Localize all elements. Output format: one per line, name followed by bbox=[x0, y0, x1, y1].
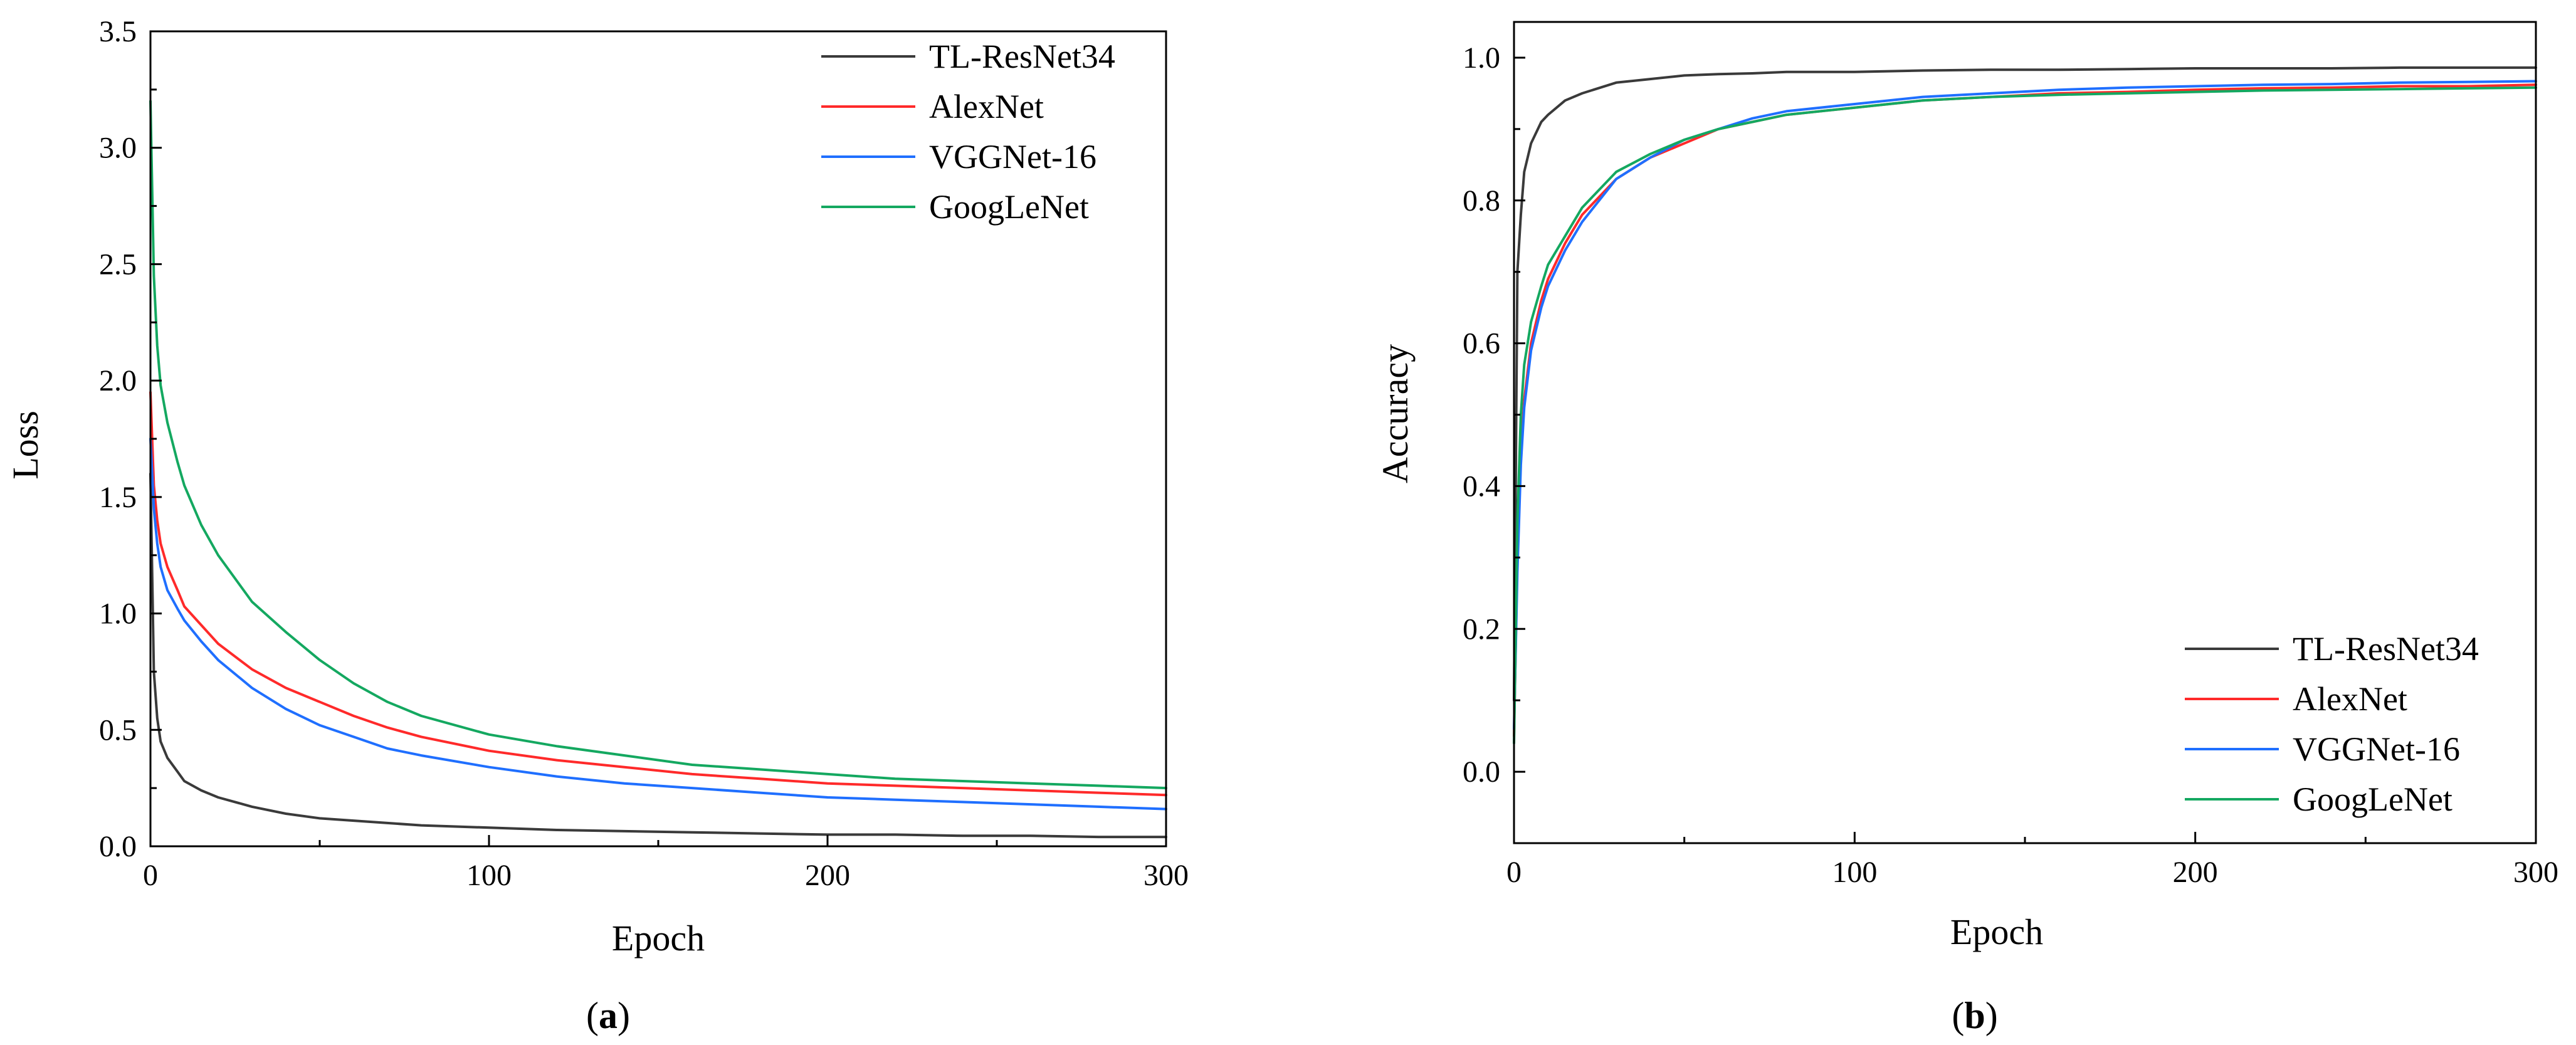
panel-b-label: (b) bbox=[1952, 995, 1997, 1036]
panel-a-line-alexnet bbox=[149, 391, 1167, 797]
panel-b-label-open-paren: ( bbox=[1952, 995, 1964, 1036]
panel-a-y-tick-label: 1.0 bbox=[99, 597, 137, 631]
panel-a-legend-label-vggnet-16: VGGNet-16 bbox=[929, 138, 1096, 176]
panel-b-line-vggnet-16 bbox=[1513, 80, 2537, 730]
panel-b-y-tick-label: 0.0 bbox=[1463, 755, 1500, 789]
panel-b-legend: TL-ResNet34 AlexNet VGGNet-16 GoogLeNet bbox=[2185, 630, 2479, 818]
panel-b-line-googlenet bbox=[1513, 86, 2537, 745]
panel-b-line-tl-resnet34 bbox=[1513, 66, 2537, 702]
panel-b-accuracy-chart: 0 100 200 300 0.0 0.2 0.4 0.6 0.8 1.0 TL-ResNet34… bbox=[1375, 21, 2558, 1036]
panel-a-x-tick-label: 300 bbox=[1143, 859, 1189, 892]
panel-b-y-axis-label: Accuracy bbox=[1375, 344, 1416, 483]
panel-a-x-tick-label: 200 bbox=[805, 859, 850, 892]
panel-a-label-letter: a bbox=[599, 995, 618, 1036]
panel-b-legend-label-googlenet: GoogLeNet bbox=[2293, 780, 2452, 818]
panel-b-y-tick-label: 0.8 bbox=[1463, 184, 1500, 218]
panel-b-legend-label-alexnet: AlexNet bbox=[2293, 680, 2407, 718]
panel-a-y-tick-label: 2.5 bbox=[99, 248, 137, 281]
panel-a-x-tick-label: 0 bbox=[143, 859, 158, 892]
panel-b-x-tick-label: 200 bbox=[2173, 856, 2218, 889]
panel-a-legend-label-googlenet: GoogLeNet bbox=[929, 188, 1089, 226]
panel-a-x-axis-label: Epoch bbox=[612, 918, 705, 958]
panel-b-axes: 0 100 200 300 0.0 0.2 0.4 0.6 0.8 1.0 bbox=[1463, 21, 2558, 889]
panel-a-label: (a) bbox=[586, 995, 630, 1036]
panel-a-y-tick-label: 2.0 bbox=[99, 364, 137, 397]
panel-a-legend: TL-ResNet34 AlexNet VGGNet-16 GoogLeNet bbox=[821, 38, 1115, 226]
panel-a-axes: 0 100 200 300 0.0 0.5 1.0 1.5 2.0 2.5 3.0 3.5 bbox=[99, 15, 1189, 892]
panel-a-y-tick-label: 0.0 bbox=[99, 830, 137, 863]
panel-a-legend-label-tl-resnet34: TL-ResNet34 bbox=[929, 38, 1115, 75]
panel-b-label-letter: b bbox=[1964, 995, 1985, 1036]
panel-b-x-tick-label: 300 bbox=[2513, 856, 2558, 889]
panel-a-label-close-paren: ) bbox=[618, 995, 630, 1036]
panel-a-line-vggnet-16 bbox=[149, 438, 1167, 811]
panel-b-x-tick-label: 100 bbox=[1832, 856, 1877, 889]
panel-a-y-tick-label: 3.0 bbox=[99, 132, 137, 165]
panel-a-legend-label-alexnet: AlexNet bbox=[929, 88, 1044, 125]
panel-a-y-tick-label: 1.5 bbox=[99, 481, 137, 514]
panel-b-x-axis-label: Epoch bbox=[1950, 911, 2043, 952]
panel-a-y-tick-label: 3.5 bbox=[99, 15, 137, 48]
panel-b-y-tick-label: 1.0 bbox=[1463, 41, 1500, 75]
panel-b-legend-label-tl-resnet34: TL-ResNet34 bbox=[2293, 630, 2479, 668]
panel-b-x-tick-label: 0 bbox=[1506, 856, 1522, 889]
panel-b-y-tick-label: 0.4 bbox=[1463, 470, 1500, 503]
panel-a-series-lines bbox=[149, 100, 1167, 839]
panel-a-line-googlenet bbox=[149, 100, 1167, 790]
panel-a-y-tick-label: 0.5 bbox=[99, 713, 137, 747]
panel-b-series-lines bbox=[1513, 66, 2537, 745]
panel-a-label-open-paren: ( bbox=[586, 995, 599, 1036]
panel-b-y-tick-label: 0.6 bbox=[1463, 327, 1500, 360]
panel-b-label-close-paren: ) bbox=[1985, 995, 1998, 1036]
panel-a-line-tl-resnet34 bbox=[149, 472, 1167, 839]
panel-b-legend-label-vggnet-16: VGGNet-16 bbox=[2293, 730, 2460, 768]
panel-b-y-tick-label: 0.2 bbox=[1463, 612, 1500, 646]
panel-a-x-tick-label: 100 bbox=[466, 859, 512, 892]
panel-a-loss-chart: 0 100 200 300 0.0 0.5 1.0 1.5 2.0 2.5 3.0 3.5 TL-Re… bbox=[5, 15, 1189, 1036]
panel-a-y-axis-label: Loss bbox=[5, 411, 46, 480]
